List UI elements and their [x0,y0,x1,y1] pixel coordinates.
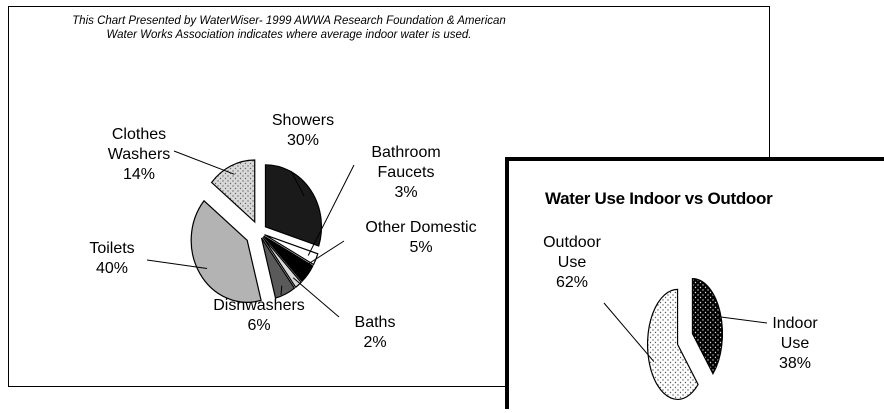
leader-line-indoor-use [716,315,768,324]
pct-label-outdoor-use: 62% [556,274,588,291]
indoor-vs-outdoor-chart-panel: Water Use Indoor vs Outdoor Indoor Use 38%… [505,157,884,409]
slice-label-indoor-use: Indoor [772,315,818,332]
slice-label-outdoor-use: Outdoor [543,234,601,251]
leader-line-toilets [146,259,208,270]
pie-slice-clothes-washers [210,159,256,224]
leader-line-dishwashers [280,285,283,296]
slice-label-clothes-washers: Clothes [112,126,166,143]
leader-line-showers [290,170,305,197]
pct-label-other-domestic: 5% [409,239,432,256]
slice-label-indoor-use: Use [781,335,810,352]
indoor-vs-outdoor-pie-chart: Indoor Use 38% Outdoor Use 62% [543,234,818,400]
pct-label-dishwashers: 6% [247,317,270,334]
pie-slice-dishwashers [260,237,296,299]
indoor-use-pie-chart: Showers 30% Bathroom Faucets 3% Other Domesti… [89,112,476,351]
pie-slice-outdoor-use [646,288,699,400]
pct-label-clothes-washers: 14% [123,166,155,183]
leader-line-outdoor-use [603,302,655,362]
slice-label-bathroom-faucets: Bathroom [371,144,440,161]
caption-line-2: Water Works Association indicates where … [106,29,472,41]
pct-label-baths: 2% [363,334,386,351]
leader-line-other-domestic [301,240,345,269]
pie-slice-baths [262,236,302,289]
slice-label-other-domestic: Other Domestic [365,219,476,236]
pct-label-indoor-use: 38% [779,355,811,372]
pct-label-showers: 30% [287,132,319,149]
pie-slice-toilets [190,199,262,303]
pie-slice-other-domestic [263,235,314,283]
slice-label-outdoor-use: Use [558,254,587,271]
chart-title: Water Use Indoor vs Outdoor [545,189,773,208]
slice-label-bathroom-faucets: Faucets [378,164,435,181]
pie-slice-indoor-use [691,277,723,375]
slice-label-toilets: Toilets [89,240,134,257]
slice-label-baths: Baths [355,314,396,331]
pie-slice-showers [264,164,323,247]
slice-label-clothes-washers: Washers [108,146,171,163]
caption-line-1: This Chart Presented by WaterWiser- 1999… [72,15,506,27]
chart-caption: This Chart Presented by WaterWiser- 1999… [9,14,569,42]
leader-line-clothes-washers [173,150,235,175]
pct-label-bathroom-faucets: 3% [394,184,417,201]
pct-label-toilets: 40% [96,260,128,277]
slice-label-showers: Showers [272,112,334,129]
leader-line-bathroom-faucets [307,164,355,256]
leader-line-baths [292,277,340,318]
